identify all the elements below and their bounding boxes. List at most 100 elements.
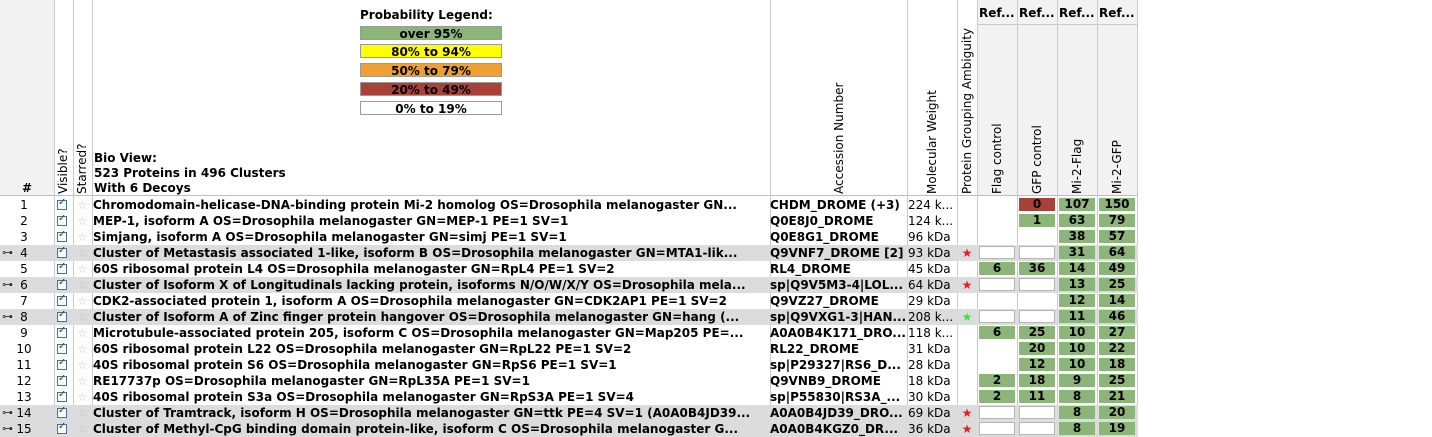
spectrum-count-cell[interactable]: 13 — [1059, 278, 1095, 291]
ref-header-3[interactable]: Ref... — [1059, 6, 1095, 20]
spectrum-count-cell[interactable] — [979, 406, 1015, 419]
spectrum-count-cell[interactable]: 14 — [1059, 262, 1095, 275]
accession-number[interactable]: sp|Q9VXG1-3|HAN... — [770, 310, 906, 324]
spectrum-count-cell[interactable]: 19 — [1099, 422, 1135, 435]
spectrum-count-cell[interactable] — [1019, 278, 1055, 291]
spectrum-count-cell[interactable]: 36 — [1019, 262, 1055, 275]
header-sample-2[interactable] — [1017, 0, 1057, 196]
star-icon[interactable]: ☆ — [77, 422, 88, 436]
table-row[interactable]: ⊶ 4 ☆ Cluster of Metastasis associated 1-li… — [0, 245, 1138, 261]
protein-description[interactable]: RE17737p OS=Drosophila melanogaster GN=R… — [93, 374, 530, 388]
spectrum-count-cell[interactable]: 2 — [979, 390, 1015, 403]
spectrum-count-cell[interactable]: 46 — [1099, 310, 1135, 323]
accession-number[interactable]: A0A0B4JD39_DRO... — [770, 406, 903, 420]
spectrum-count-cell[interactable]: 22 — [1099, 342, 1135, 355]
star-icon[interactable]: ☆ — [77, 374, 88, 388]
visible-checkbox[interactable] — [57, 405, 67, 418]
protein-description[interactable]: Cluster of Metastasis associated 1-like,… — [93, 246, 738, 260]
star-icon[interactable]: ☆ — [77, 310, 88, 324]
spectrum-count-cell[interactable]: 20 — [1019, 342, 1055, 355]
visible-checkbox[interactable] — [57, 341, 67, 354]
table-row[interactable]: 3 ☆ Simjang, isoform A OS=Drosophila melan… — [0, 229, 1138, 245]
ref-header-2[interactable]: Ref... — [1019, 6, 1055, 20]
expand-cluster-icon[interactable]: ⊶ — [2, 246, 13, 259]
accession-number[interactable]: A0A0B4K171_DRO... — [770, 326, 906, 340]
spectrum-count-cell[interactable] — [979, 422, 1015, 435]
visible-checkbox[interactable] — [57, 229, 67, 242]
table-row[interactable]: 11 ☆ 40S ribosomal protein S6 OS=Drosophil… — [0, 357, 1138, 373]
spectrum-count-cell[interactable]: 12 — [1059, 294, 1095, 307]
accession-number[interactable]: RL22_DROME — [770, 342, 860, 356]
spectrum-count-cell[interactable]: 21 — [1099, 390, 1135, 403]
spectrum-count-cell[interactable] — [979, 278, 1015, 291]
star-icon[interactable]: ☆ — [77, 406, 88, 420]
table-row[interactable]: 5 ☆ 60S ribosomal protein L4 OS=Drosophila… — [0, 261, 1138, 277]
spectrum-count-cell[interactable]: 14 — [1099, 294, 1135, 307]
spectrum-count-cell[interactable]: 25 — [1019, 326, 1055, 339]
visible-checkbox[interactable] — [57, 421, 67, 434]
table-row[interactable]: ⊶ 8 ☆ Cluster of Isoform A of Zinc finger p… — [0, 309, 1138, 325]
spectrum-count-cell[interactable]: 25 — [1099, 374, 1135, 387]
spectrum-count-cell[interactable]: 12 — [1019, 358, 1055, 371]
spectrum-count-cell[interactable] — [1019, 406, 1055, 419]
accession-number[interactable]: sp|P55830|RS3A_... — [770, 390, 901, 404]
spectrum-count-cell[interactable] — [979, 310, 1015, 323]
star-icon[interactable]: ☆ — [77, 278, 88, 292]
spectrum-count-cell[interactable]: 1 — [1019, 214, 1055, 227]
table-row[interactable]: 9 ☆ Microtubule-associated protein 205, is… — [0, 325, 1138, 341]
table-row[interactable]: 2 ☆ MEP-1, isoform A OS=Drosophila melanog… — [0, 213, 1138, 229]
star-icon[interactable]: ☆ — [77, 262, 88, 276]
accession-number[interactable]: CHDM_DROME (+3) — [770, 198, 900, 212]
spectrum-count-cell[interactable]: 20 — [1099, 406, 1135, 419]
ref-header-1[interactable]: Ref... — [979, 6, 1015, 20]
header-sample-1[interactable] — [977, 0, 1017, 196]
header-num[interactable] — [0, 0, 54, 196]
spectrum-count-cell[interactable]: 107 — [1059, 198, 1095, 211]
header-accession[interactable] — [770, 0, 907, 196]
visible-checkbox[interactable] — [57, 309, 67, 322]
visible-checkbox[interactable] — [57, 293, 67, 306]
header-pga[interactable] — [957, 0, 977, 196]
spectrum-count-cell[interactable]: 31 — [1059, 246, 1095, 259]
header-mw[interactable] — [907, 0, 957, 196]
visible-checkbox[interactable] — [57, 373, 67, 386]
spectrum-count-cell[interactable]: 9 — [1059, 374, 1095, 387]
spectrum-count-cell[interactable] — [1019, 422, 1055, 435]
table-row[interactable]: 13 ☆ 40S ribosomal protein S3a OS=Drosophi… — [0, 389, 1138, 405]
spectrum-count-cell[interactable]: 10 — [1059, 342, 1095, 355]
accession-number[interactable]: Q0E8J0_DROME — [770, 214, 874, 228]
spectrum-count-cell[interactable]: 18 — [1019, 374, 1055, 387]
visible-checkbox[interactable] — [57, 277, 67, 290]
table-row[interactable]: 7 ☆ CDK2-associated protein 1, isoform A O… — [0, 293, 1138, 309]
spectrum-count-cell[interactable]: 11 — [1059, 310, 1095, 323]
star-icon[interactable]: ☆ — [77, 214, 88, 228]
header-sample-4[interactable] — [1097, 0, 1138, 196]
spectrum-count-cell[interactable] — [979, 246, 1015, 259]
visible-checkbox[interactable] — [57, 389, 67, 402]
ref-header-4[interactable]: Ref... — [1099, 6, 1135, 20]
table-row[interactable]: ⊶15 ☆ Cluster of Methyl-CpG binding domain… — [0, 421, 1138, 437]
header-visible[interactable] — [54, 0, 73, 196]
visible-checkbox[interactable] — [57, 325, 67, 338]
accession-number[interactable]: Q9VZ27_DROME — [770, 294, 879, 308]
spectrum-count-cell[interactable]: 38 — [1059, 230, 1095, 243]
spectrum-count-cell[interactable]: 10 — [1059, 358, 1095, 371]
expand-cluster-icon[interactable]: ⊶ — [2, 278, 13, 291]
star-icon[interactable]: ☆ — [77, 358, 88, 372]
protein-description[interactable]: 40S ribosomal protein S6 OS=Drosophila m… — [93, 358, 617, 372]
header-bioview[interactable] — [92, 0, 770, 196]
protein-description[interactable]: 60S ribosomal protein L22 OS=Drosophila … — [93, 342, 632, 356]
spectrum-count-cell[interactable]: 150 — [1099, 198, 1135, 211]
protein-description[interactable]: Cluster of Methyl-CpG binding domain pro… — [93, 422, 739, 436]
spectrum-count-cell[interactable]: 18 — [1099, 358, 1135, 371]
accession-number[interactable]: Q0E8G1_DROME — [770, 230, 879, 244]
spectrum-count-cell[interactable]: 27 — [1099, 326, 1135, 339]
spectrum-count-cell[interactable]: 8 — [1059, 390, 1095, 403]
star-icon[interactable]: ☆ — [77, 246, 88, 260]
spectrum-count-cell[interactable]: 57 — [1099, 230, 1135, 243]
expand-cluster-icon[interactable]: ⊶ — [2, 406, 13, 419]
protein-description[interactable]: Cluster of Isoform X of Longitudinals la… — [93, 278, 746, 292]
spectrum-count-cell[interactable]: 79 — [1099, 214, 1135, 227]
spectrum-count-cell[interactable]: 11 — [1019, 390, 1055, 403]
visible-checkbox[interactable] — [57, 261, 67, 274]
